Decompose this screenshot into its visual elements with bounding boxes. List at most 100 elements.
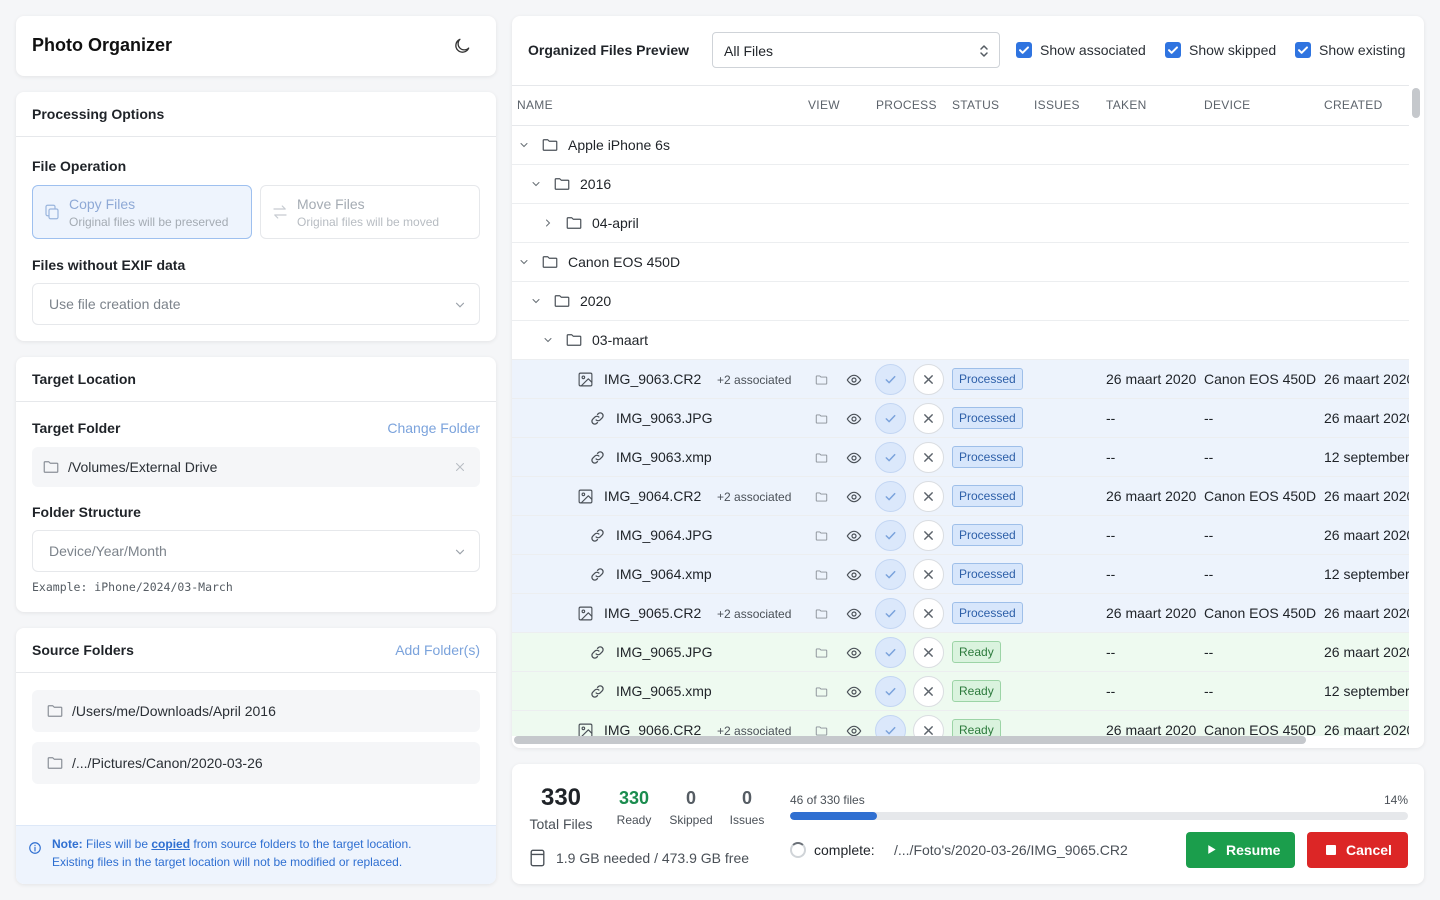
folder-row[interactable]: Canon EOS 450D xyxy=(512,243,1409,282)
file-row[interactable]: IMG_9064.xmp Processed -- -- 12 september xyxy=(512,555,1409,594)
col-process[interactable]: PROCESS xyxy=(876,98,937,112)
folder-icon[interactable] xyxy=(814,646,829,660)
folder-icon[interactable] xyxy=(814,685,829,699)
skip-toggle[interactable] xyxy=(913,520,944,551)
process-toggle[interactable] xyxy=(875,676,906,707)
col-status[interactable]: STATUS xyxy=(952,98,1000,112)
status-badge: Processed xyxy=(952,602,1023,624)
col-created[interactable]: CREATED xyxy=(1324,98,1383,112)
col-name[interactable]: NAME xyxy=(517,98,553,112)
chevron-down-icon[interactable] xyxy=(518,256,530,268)
skip-toggle[interactable] xyxy=(913,442,944,473)
eye-icon[interactable] xyxy=(846,373,862,387)
stop-icon xyxy=(1326,845,1336,855)
folder-icon[interactable] xyxy=(814,490,829,504)
eye-icon[interactable] xyxy=(846,490,862,504)
created-date: 12 september xyxy=(1324,683,1409,699)
image-icon xyxy=(577,722,594,736)
skip-toggle[interactable] xyxy=(913,364,944,395)
process-toggle[interactable] xyxy=(875,637,906,668)
move-files-option[interactable]: Move Files Original files will be moved xyxy=(260,185,480,239)
horizontal-scrollbar[interactable] xyxy=(514,736,1306,744)
eye-icon[interactable] xyxy=(846,685,862,699)
chevron-down-icon[interactable] xyxy=(530,178,542,190)
folder-row[interactable]: 03-maart xyxy=(512,321,1409,360)
folder-icon[interactable] xyxy=(814,529,829,543)
chevron-down-icon[interactable] xyxy=(542,334,554,346)
exif-label: Files without EXIF data xyxy=(32,257,186,273)
col-view[interactable]: VIEW xyxy=(808,98,840,112)
folder-row[interactable]: Apple iPhone 6s xyxy=(512,126,1409,165)
process-toggle[interactable] xyxy=(875,715,906,736)
status-badge: Ready xyxy=(952,641,1001,663)
file-row[interactable]: IMG_9063.xmp Processed -- -- 12 september xyxy=(512,438,1409,477)
taken-date: 26 maart 2020 xyxy=(1106,371,1197,387)
process-toggle[interactable] xyxy=(875,442,906,473)
process-toggle[interactable] xyxy=(875,481,906,512)
file-row[interactable]: IMG_9065.CR2 +2 associated Processed 26 maa… xyxy=(512,594,1409,633)
skip-toggle[interactable] xyxy=(913,481,944,512)
clear-icon[interactable] xyxy=(454,461,466,473)
link-icon xyxy=(589,449,606,466)
file-row[interactable]: IMG_9063.CR2 +2 associated Processed 26 maa… xyxy=(512,360,1409,399)
chevron-down-icon[interactable] xyxy=(530,295,542,307)
skip-toggle[interactable] xyxy=(913,715,944,736)
folder-row[interactable]: 2016 xyxy=(512,165,1409,204)
eye-icon[interactable] xyxy=(846,412,862,426)
taken-date: 26 maart 2020 xyxy=(1106,605,1197,621)
folder-structure-value: Device/Year/Month xyxy=(49,543,167,559)
process-toggle[interactable] xyxy=(875,520,906,551)
col-taken[interactable]: TAKEN xyxy=(1106,98,1147,112)
chevron-right-icon[interactable] xyxy=(542,217,554,229)
total-files-stat: 330 Total Files xyxy=(528,784,594,832)
skip-toggle[interactable] xyxy=(913,598,944,629)
file-row[interactable]: IMG_9066.CR2 +2 associated Ready 26 maart 2… xyxy=(512,711,1409,736)
process-toggle[interactable] xyxy=(875,559,906,590)
folder-icon xyxy=(565,214,583,232)
file-filter-select[interactable]: All Files xyxy=(712,32,1000,68)
folder-icon[interactable] xyxy=(814,373,829,387)
folder-icon[interactable] xyxy=(814,568,829,582)
chevron-down-icon[interactable] xyxy=(518,139,530,151)
eye-icon[interactable] xyxy=(846,451,862,465)
folder-icon[interactable] xyxy=(814,412,829,426)
cancel-button[interactable]: Cancel xyxy=(1307,832,1408,868)
source-folder-item[interactable]: /Users/me/Downloads/April 2016 xyxy=(32,690,480,732)
folder-icon[interactable] xyxy=(814,724,829,736)
file-row[interactable]: IMG_9065.JPG Ready -- -- 26 maart 2020 xyxy=(512,633,1409,672)
move-arrows-icon xyxy=(271,203,289,221)
folder-name: Canon EOS 450D xyxy=(568,254,681,270)
exif-select[interactable]: Use file creation date xyxy=(32,283,480,325)
col-issues[interactable]: ISSUES xyxy=(1034,98,1080,112)
file-row[interactable]: IMG_9064.JPG Processed -- -- 26 maart 2020 xyxy=(512,516,1409,555)
moon-icon[interactable] xyxy=(452,36,472,56)
process-toggle[interactable] xyxy=(875,364,906,395)
change-folder-link[interactable]: Change Folder xyxy=(387,420,480,436)
note-prefix: Note: xyxy=(52,837,83,851)
eye-icon[interactable] xyxy=(846,529,862,543)
eye-icon[interactable] xyxy=(846,646,862,660)
skip-toggle[interactable] xyxy=(913,403,944,434)
skip-toggle[interactable] xyxy=(913,559,944,590)
folder-structure-select[interactable]: Device/Year/Month xyxy=(32,530,480,572)
copy-files-option[interactable]: Copy Files Original files will be preser… xyxy=(32,185,252,239)
file-row[interactable]: IMG_9063.JPG Processed -- -- 26 maart 2020 xyxy=(512,399,1409,438)
col-device[interactable]: DEVICE xyxy=(1204,98,1251,112)
source-folder-item[interactable]: /.../Pictures/Canon/2020-03-26 xyxy=(32,742,480,784)
vertical-scrollbar[interactable] xyxy=(1412,88,1420,118)
eye-icon[interactable] xyxy=(846,607,862,621)
eye-icon[interactable] xyxy=(846,724,862,736)
folder-row[interactable]: 2020 xyxy=(512,282,1409,321)
process-toggle[interactable] xyxy=(875,598,906,629)
folder-row[interactable]: 04-april xyxy=(512,204,1409,243)
skip-toggle[interactable] xyxy=(913,676,944,707)
skip-toggle[interactable] xyxy=(913,637,944,668)
eye-icon[interactable] xyxy=(846,568,862,582)
file-row[interactable]: IMG_9065.xmp Ready -- -- 12 september xyxy=(512,672,1409,711)
resume-button[interactable]: Resume xyxy=(1186,832,1295,868)
file-row[interactable]: IMG_9064.CR2 +2 associated Processed 26 maa… xyxy=(512,477,1409,516)
folder-icon[interactable] xyxy=(814,607,829,621)
process-toggle[interactable] xyxy=(875,403,906,434)
add-folder-link[interactable]: Add Folder(s) xyxy=(395,642,480,658)
folder-icon[interactable] xyxy=(814,451,829,465)
